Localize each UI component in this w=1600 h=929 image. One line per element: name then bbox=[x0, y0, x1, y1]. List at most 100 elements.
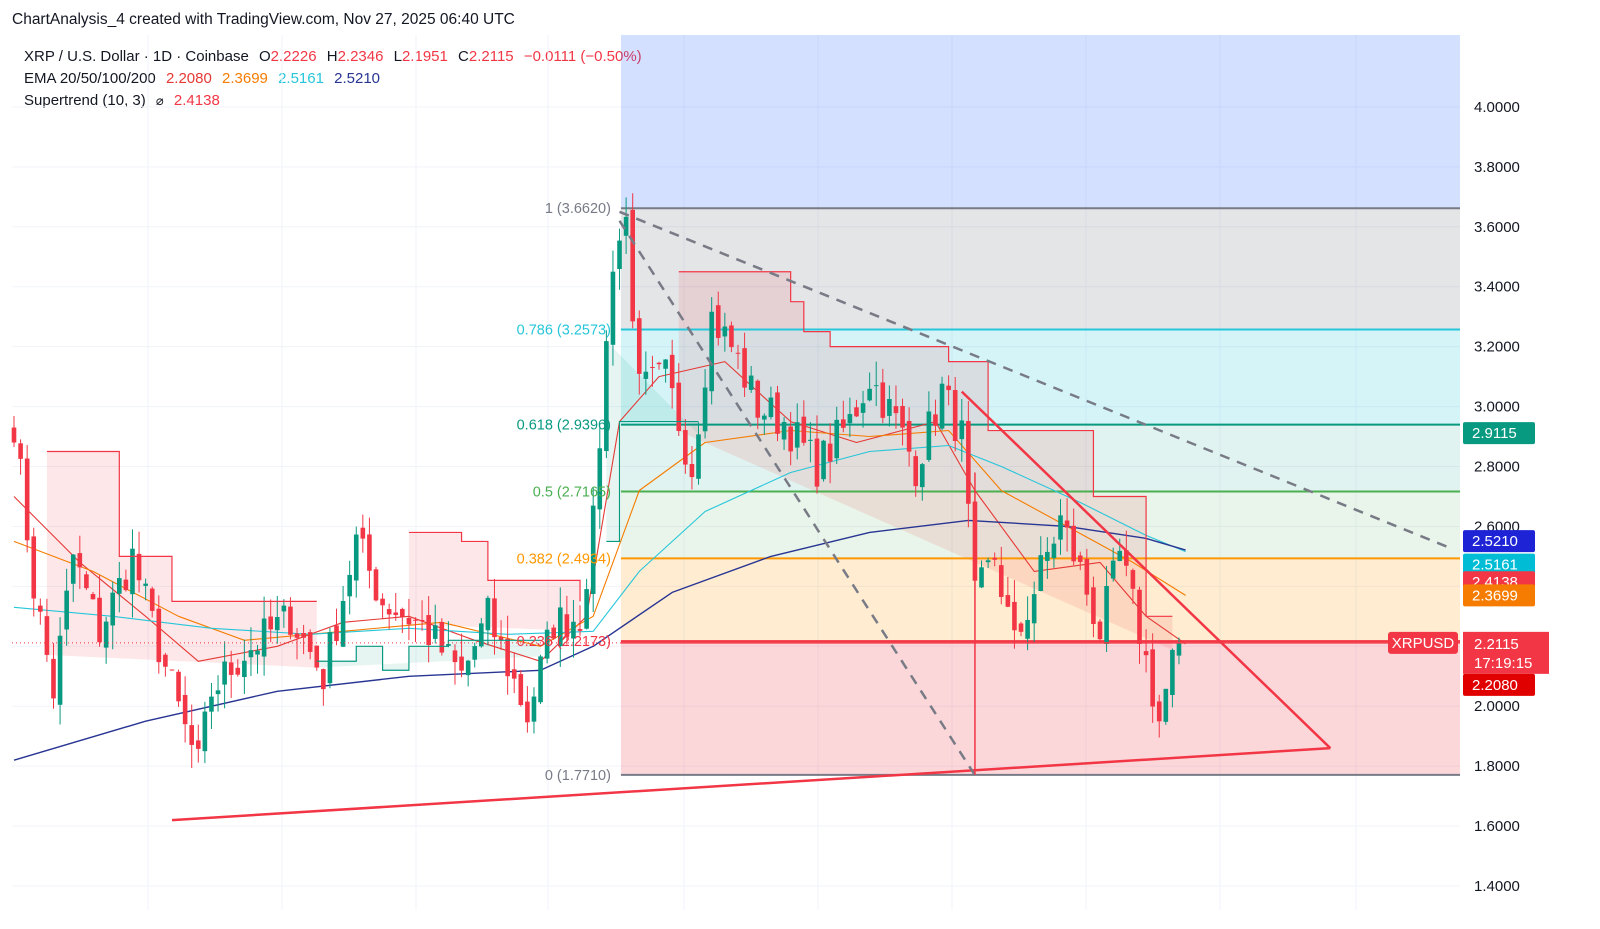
candle-body bbox=[242, 660, 247, 678]
supertrend-down-line bbox=[678, 271, 1173, 617]
candle-body bbox=[149, 588, 155, 611]
candle-body bbox=[636, 318, 642, 374]
supertrend-up-line bbox=[316, 639, 541, 671]
candle-body bbox=[380, 598, 385, 606]
candle-body bbox=[498, 636, 504, 641]
ema50-line bbox=[13, 429, 1186, 647]
ema100-value: 2.5161 bbox=[278, 70, 324, 87]
candle-body bbox=[1150, 649, 1155, 707]
candle-body bbox=[814, 438, 820, 487]
candle-body bbox=[584, 589, 589, 629]
candle-body bbox=[604, 341, 609, 452]
candle-body bbox=[610, 271, 616, 345]
fib-extension-zone bbox=[620, 35, 1460, 209]
candle-body bbox=[334, 625, 339, 642]
candle-body bbox=[340, 601, 346, 647]
trendlines[interactable] bbox=[171, 210, 1450, 822]
price-badge bbox=[1463, 553, 1535, 576]
candle-body bbox=[729, 325, 734, 348]
candle-body bbox=[367, 534, 372, 571]
candle-body bbox=[1018, 623, 1024, 632]
price-tick-label: 3.4000 bbox=[1474, 279, 1520, 296]
candle-body bbox=[51, 658, 56, 699]
candle-body bbox=[169, 669, 175, 671]
candle-body bbox=[24, 458, 30, 541]
candle-body bbox=[1124, 550, 1129, 566]
candle-body bbox=[202, 711, 208, 752]
fib-retracement-zones bbox=[620, 35, 1460, 775]
candle-body bbox=[913, 456, 919, 487]
candle-body bbox=[288, 606, 293, 635]
candle-body bbox=[156, 608, 162, 663]
candle-body bbox=[314, 645, 320, 668]
ema20-value: 2.2080 bbox=[165, 70, 212, 87]
candle-body bbox=[347, 574, 352, 597]
candle-body bbox=[327, 632, 333, 684]
candle-body bbox=[821, 440, 826, 480]
candle-body bbox=[511, 669, 517, 679]
price-badge bbox=[1463, 422, 1535, 445]
candle-body bbox=[373, 569, 379, 601]
candle-body bbox=[261, 618, 267, 657]
candle-body bbox=[419, 619, 425, 621]
candle-body bbox=[544, 629, 550, 659]
symbol-name[interactable]: XRP / U.S. Dollar · 1D · Coinbase bbox=[24, 48, 249, 65]
candle-body bbox=[946, 385, 951, 391]
candle-body bbox=[235, 667, 241, 675]
chart-legend: XRP / U.S. Dollar · 1D · Coinbase O2.222… bbox=[24, 46, 648, 112]
fib-labels: 1 (3.6620) 0.786 (3.2573) 0.618 (2.9396) 0.… bbox=[517, 201, 611, 784]
candle-body bbox=[386, 609, 392, 615]
candle-body bbox=[1156, 701, 1162, 722]
candle-body bbox=[176, 671, 181, 702]
candle-body bbox=[1012, 601, 1017, 631]
candle-body bbox=[992, 557, 997, 560]
candle-body bbox=[702, 387, 708, 432]
fib-level-label: 1 (3.6620) bbox=[545, 201, 611, 217]
candle-body bbox=[117, 578, 122, 594]
candle-body bbox=[492, 598, 497, 638]
candle-body bbox=[1025, 619, 1030, 639]
candle-body bbox=[1143, 651, 1149, 656]
candle-body bbox=[1170, 649, 1175, 695]
price-tick-label: 3.0000 bbox=[1474, 399, 1520, 416]
fib-level-label: 0.236 (2.2173) bbox=[517, 634, 611, 650]
price-tick-label: 3.2000 bbox=[1474, 339, 1520, 356]
price-badge bbox=[1463, 584, 1535, 607]
candle-body bbox=[794, 422, 800, 448]
candle-body bbox=[353, 534, 359, 581]
price-axis[interactable]: 1.40001.60001.80002.00002.20002.40002.60… bbox=[1474, 99, 1520, 895]
ohlc-close: C2.2115 bbox=[458, 48, 514, 65]
ema-label: EMA 20/50/100/200 bbox=[24, 70, 156, 87]
candle-body bbox=[1064, 520, 1070, 528]
candle-body bbox=[57, 635, 63, 705]
candle-body bbox=[1038, 555, 1044, 591]
candle-body bbox=[867, 388, 872, 401]
supertrend-label: Supertrend (10, 3) bbox=[24, 92, 146, 109]
fib-level-label: 0 (1.7710) bbox=[545, 768, 611, 784]
candle-body bbox=[1071, 525, 1076, 562]
candle-body bbox=[479, 623, 484, 647]
candle-body bbox=[847, 414, 853, 424]
candle-body bbox=[669, 354, 675, 389]
fib-zone bbox=[620, 424, 1460, 492]
candle-body bbox=[163, 654, 168, 667]
supertrend-band bbox=[46, 451, 317, 668]
candle-body bbox=[439, 621, 445, 653]
candle-body bbox=[834, 419, 840, 459]
price-badge-label: 2.2080 bbox=[1472, 677, 1518, 694]
candle-body bbox=[985, 560, 991, 563]
candle-body bbox=[827, 443, 833, 462]
candle-body bbox=[182, 694, 188, 725]
price-change: −0.0111 (−0.50%) bbox=[523, 48, 642, 65]
legend-ema-row[interactable]: EMA 20/50/100/200 2.2080 2.3699 2.5161 2… bbox=[24, 68, 648, 90]
ema50-value: 2.3699 bbox=[222, 70, 268, 87]
candle-body bbox=[130, 548, 135, 595]
candle-body bbox=[459, 656, 464, 671]
candle-body bbox=[222, 661, 227, 685]
candle-body bbox=[979, 567, 984, 588]
last-price-badge bbox=[1463, 631, 1549, 674]
legend-supertrend-row[interactable]: Supertrend (10, 3) ⌀ 2.4138 bbox=[24, 90, 648, 112]
candle-body bbox=[1031, 594, 1037, 624]
fib-level-label: 0.618 (2.9396) bbox=[517, 418, 611, 434]
